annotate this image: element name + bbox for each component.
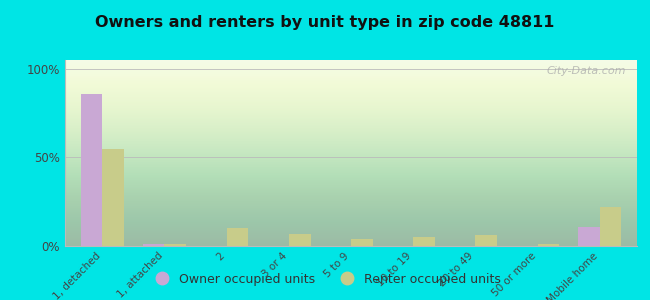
Bar bbox=[413, 237, 435, 246]
Bar bbox=[600, 207, 621, 246]
Bar bbox=[164, 244, 187, 246]
Bar bbox=[102, 148, 124, 246]
Bar bbox=[351, 239, 372, 246]
Bar bbox=[578, 226, 600, 246]
Text: City-Data.com: City-Data.com bbox=[546, 66, 625, 76]
Bar bbox=[81, 94, 102, 246]
Bar bbox=[538, 244, 559, 246]
Text: Owners and renters by unit type in zip code 48811: Owners and renters by unit type in zip c… bbox=[96, 15, 554, 30]
Bar bbox=[143, 244, 164, 246]
Bar bbox=[227, 228, 248, 246]
Bar bbox=[475, 236, 497, 246]
Legend: Owner occupied units, Renter occupied units: Owner occupied units, Renter occupied un… bbox=[144, 268, 506, 291]
Bar bbox=[289, 234, 311, 246]
